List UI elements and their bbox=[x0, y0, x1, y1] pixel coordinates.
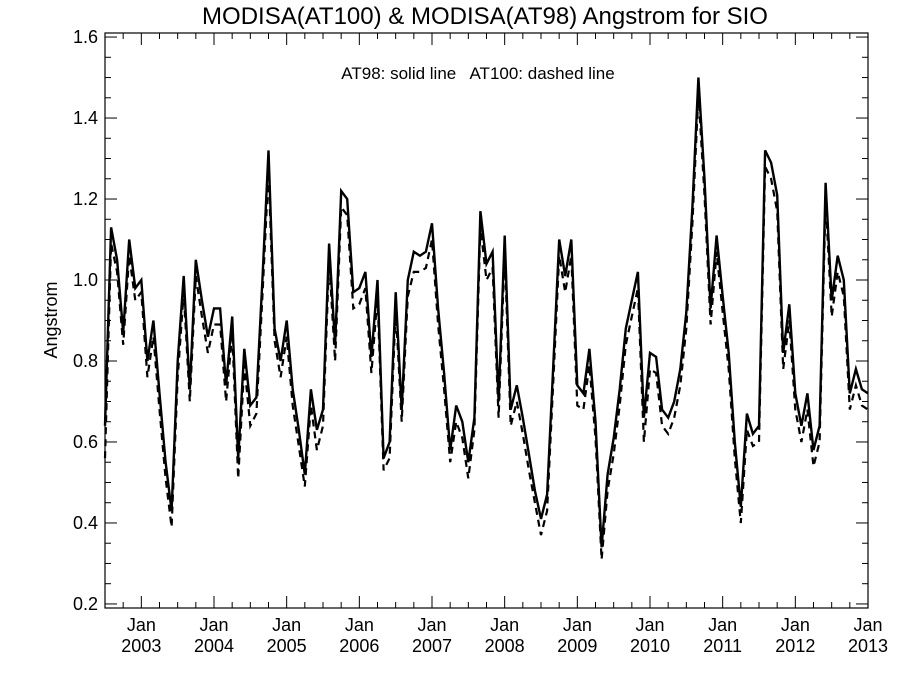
plot-frame bbox=[104, 32, 869, 609]
line-style-annotation: AT98: solid line AT100: dashed line bbox=[341, 64, 614, 83]
x-tick-year-label: 2004 bbox=[194, 636, 234, 656]
y-axis-label: Angstrom bbox=[41, 281, 61, 358]
y-tick-label: 1.2 bbox=[73, 189, 98, 209]
x-tick-year-label: 2003 bbox=[121, 636, 161, 656]
series-line-at100 bbox=[103, 93, 869, 560]
x-tick-month-label: Jan bbox=[272, 615, 301, 635]
chart-title: MODISA(AT100) & MODISA(AT98) Angstrom fo… bbox=[202, 3, 768, 30]
axes-layer: 0.20.40.60.81.01.21.41.6Jan2003Jan2004Ja… bbox=[73, 27, 888, 656]
x-tick-month-label: Jan bbox=[199, 615, 228, 635]
y-tick-label: 0.4 bbox=[73, 513, 98, 533]
x-tick-year-label: 2011 bbox=[703, 636, 742, 656]
y-tick-label: 1.4 bbox=[73, 108, 98, 128]
x-tick-year-label: 2008 bbox=[485, 636, 525, 656]
x-tick-month-label: Jan bbox=[345, 615, 374, 635]
x-tick-month-label: Jan bbox=[781, 615, 810, 635]
x-tick-year-label: 2007 bbox=[412, 636, 452, 656]
x-tick-month-label: Jan bbox=[563, 615, 592, 635]
series-layer bbox=[103, 77, 869, 560]
x-tick-year-label: 2005 bbox=[267, 636, 307, 656]
y-tick-label: 0.8 bbox=[73, 351, 98, 371]
x-tick-month-label: Jan bbox=[490, 615, 519, 635]
x-tick-year-label: 2013 bbox=[848, 636, 888, 656]
x-tick-year-label: 2006 bbox=[339, 636, 379, 656]
y-tick-label: 0.2 bbox=[73, 594, 98, 614]
series-line-at98 bbox=[103, 77, 869, 548]
y-tick-label: 1.6 bbox=[73, 27, 98, 47]
x-tick-month-label: Jan bbox=[853, 615, 882, 635]
x-tick-month-label: Jan bbox=[708, 615, 737, 635]
y-tick-label: 0.6 bbox=[73, 432, 98, 452]
x-tick-month-label: Jan bbox=[127, 615, 156, 635]
x-tick-month-label: Jan bbox=[417, 615, 446, 635]
x-tick-year-label: 2009 bbox=[557, 636, 597, 656]
x-tick-year-label: 2010 bbox=[630, 636, 670, 656]
y-tick-label: 1.0 bbox=[73, 270, 98, 290]
x-tick-month-label: Jan bbox=[635, 615, 664, 635]
x-tick-year-label: 2012 bbox=[775, 636, 815, 656]
